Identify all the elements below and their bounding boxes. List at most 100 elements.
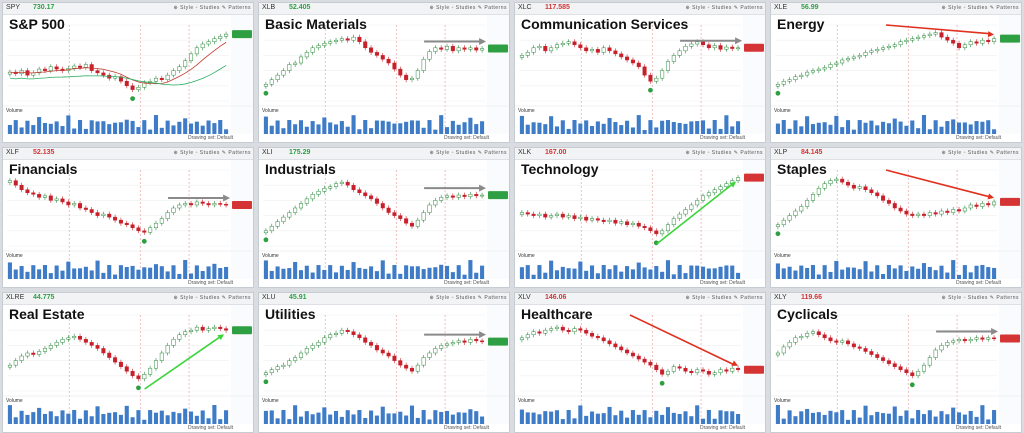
chart-panel-spy[interactable]: SPY 730.17 ⊕ Style ▫ Studies ✎ PatternsSPY…: [2, 2, 254, 143]
chart-panel-xli[interactable]: XLI 175.29 ⊕ Style ▫ Studies ✎ PatternsXLI…: [258, 147, 510, 288]
candle: [933, 212, 938, 215]
ticker-symbol[interactable]: XLF: [6, 149, 19, 156]
volume-bar: [83, 410, 88, 424]
panel-tools-menu[interactable]: ⊕ Style ▫ Studies ✎ Patterns: [429, 295, 507, 301]
chart-panel-xlk[interactable]: XLK 167.00 ⊕ Style ▫ Studies ✎ PatternsXLK…: [514, 147, 766, 288]
price-chart[interactable]: [259, 3, 510, 143]
drawing-set-selector[interactable]: Drawing set: Default: [187, 425, 233, 431]
candle: [118, 219, 123, 224]
chart-panel-xly[interactable]: XLY 119.66 ⊕ Style ▫ Studies ✎ PatternsXLY…: [770, 292, 1022, 433]
candle: [322, 42, 327, 46]
candle: [398, 68, 403, 76]
drawing-set-selector[interactable]: Drawing set: Default: [955, 135, 1001, 141]
ticker-symbol[interactable]: XLC: [518, 4, 532, 11]
ticker-symbol[interactable]: XLB: [262, 4, 276, 11]
volume-bar: [351, 115, 356, 134]
candle: [287, 64, 292, 71]
candle: [781, 80, 786, 85]
chart-panel-xlp[interactable]: XLP 84.145 ⊕ Style ▫ Studies ✎ PatternsXLP…: [770, 147, 1022, 288]
ticker-symbol[interactable]: XLU: [262, 294, 276, 301]
drawing-set-selector[interactable]: Drawing set: Default: [955, 425, 1001, 431]
price-chart[interactable]: [771, 293, 1022, 433]
candle: [345, 181, 350, 186]
candle: [543, 329, 548, 334]
price-chart[interactable]: [259, 148, 510, 288]
volume-bar: [601, 413, 606, 424]
volume-label: Volume: [262, 108, 279, 114]
volume-bar: [130, 417, 135, 424]
candle: [648, 361, 653, 366]
ticker-symbol[interactable]: XLV: [518, 294, 531, 301]
drawing-set-selector[interactable]: Drawing set: Default: [443, 280, 489, 286]
volume-bar: [625, 417, 630, 424]
ticker-symbol[interactable]: XLI: [262, 149, 273, 156]
volume-bar: [613, 265, 618, 279]
chart-panel-xle[interactable]: XLE 56.99 ⊕ Style ▫ Studies ✎ PatternsXLE …: [770, 2, 1022, 143]
price-chart[interactable]: [771, 3, 1022, 143]
volume-bar: [468, 260, 473, 279]
ticker-symbol[interactable]: SPY: [6, 4, 21, 11]
drawing-set-selector[interactable]: Drawing set: Default: [699, 135, 745, 141]
panel-tools-menu[interactable]: ⊕ Style ▫ Studies ✎ Patterns: [173, 150, 251, 156]
panel-tools-menu[interactable]: ⊕ Style ▫ Studies ✎ Patterns: [685, 150, 763, 156]
volume-bar: [269, 410, 274, 424]
price-chart[interactable]: [3, 3, 254, 143]
drawing-set-selector[interactable]: Drawing set: Default: [955, 280, 1001, 286]
candle: [724, 369, 729, 372]
volume-bar: [281, 410, 286, 424]
ticker-symbol[interactable]: XLRE: [6, 294, 25, 301]
drawing-set-selector[interactable]: Drawing set: Default: [187, 135, 233, 141]
candle: [881, 357, 886, 361]
candle: [625, 349, 630, 354]
price-chart[interactable]: [515, 293, 766, 433]
panel-tools-menu[interactable]: ⊕ Style ▫ Studies ✎ Patterns: [941, 150, 1019, 156]
volume-bar: [439, 115, 444, 134]
price-chart[interactable]: [259, 293, 510, 433]
volume-bar: [380, 260, 385, 279]
volume-bar: [404, 265, 409, 279]
panel-tools-menu[interactable]: ⊕ Style ▫ Studies ✎ Patterns: [173, 5, 251, 11]
chart-panel-xlf[interactable]: XLF 52.135 ⊕ Style ▫ Studies ✎ PatternsXLF…: [2, 147, 254, 288]
ticker-symbol[interactable]: XLE: [774, 4, 788, 11]
ticker-symbol[interactable]: XLY: [774, 294, 787, 301]
volume-bar: [148, 410, 153, 424]
candle: [846, 340, 851, 345]
candle: [474, 339, 479, 342]
volume-bar: [404, 121, 409, 134]
volume-bar: [560, 120, 565, 134]
candle: [775, 84, 780, 87]
candle: [118, 76, 123, 82]
price-chart[interactable]: [3, 148, 254, 288]
drawing-set-selector[interactable]: Drawing set: Default: [443, 425, 489, 431]
price-chart[interactable]: [515, 3, 766, 143]
candle: [101, 213, 106, 216]
volume-bar: [212, 405, 217, 424]
panel-tools-menu[interactable]: ⊕ Style ▫ Studies ✎ Patterns: [429, 5, 507, 11]
chart-panel-xlb[interactable]: XLB 52.405 ⊕ Style ▫ Studies ✎ PatternsXLB…: [258, 2, 510, 143]
candle: [519, 337, 524, 341]
drawing-set-selector[interactable]: Drawing set: Default: [443, 135, 489, 141]
panel-tools-menu[interactable]: ⊕ Style ▫ Studies ✎ Patterns: [941, 295, 1019, 301]
volume-bar: [566, 128, 571, 134]
chart-panel-xlv[interactable]: XLV 146.06 ⊕ Style ▫ Studies ✎ PatternsXLV…: [514, 292, 766, 433]
ticker-symbol[interactable]: XLP: [774, 149, 788, 156]
drawing-set-selector[interactable]: Drawing set: Default: [187, 280, 233, 286]
ticker-symbol[interactable]: XLK: [518, 149, 532, 156]
panel-tools-menu[interactable]: ⊕ Style ▫ Studies ✎ Patterns: [173, 295, 251, 301]
price-chart[interactable]: [771, 148, 1022, 288]
drawing-set-selector[interactable]: Drawing set: Default: [699, 280, 745, 286]
price-chart[interactable]: [3, 293, 254, 433]
chart-panel-xlc[interactable]: XLC 117.585 ⊕ Style ▫ Studies ✎ PatternsXL…: [514, 2, 766, 143]
price-chart[interactable]: [515, 148, 766, 288]
panel-tools-menu[interactable]: ⊕ Style ▫ Studies ✎ Patterns: [429, 150, 507, 156]
panel-tools-menu[interactable]: ⊕ Style ▫ Studies ✎ Patterns: [685, 5, 763, 11]
candle: [665, 370, 670, 375]
volume-bar: [775, 123, 780, 134]
chart-panel-xlu[interactable]: XLU 45.91 ⊕ Style ▫ Studies ✎ PatternsXLU …: [258, 292, 510, 433]
panel-tools-menu[interactable]: ⊕ Style ▫ Studies ✎ Patterns: [941, 5, 1019, 11]
panel-tools-menu[interactable]: ⊕ Style ▫ Studies ✎ Patterns: [685, 295, 763, 301]
candle: [677, 366, 682, 369]
candle: [986, 203, 991, 206]
chart-panel-xlre[interactable]: XLRE 44.775 ⊕ Style ▫ Studies ✎ PatternsXL…: [2, 292, 254, 433]
drawing-set-selector[interactable]: Drawing set: Default: [699, 425, 745, 431]
